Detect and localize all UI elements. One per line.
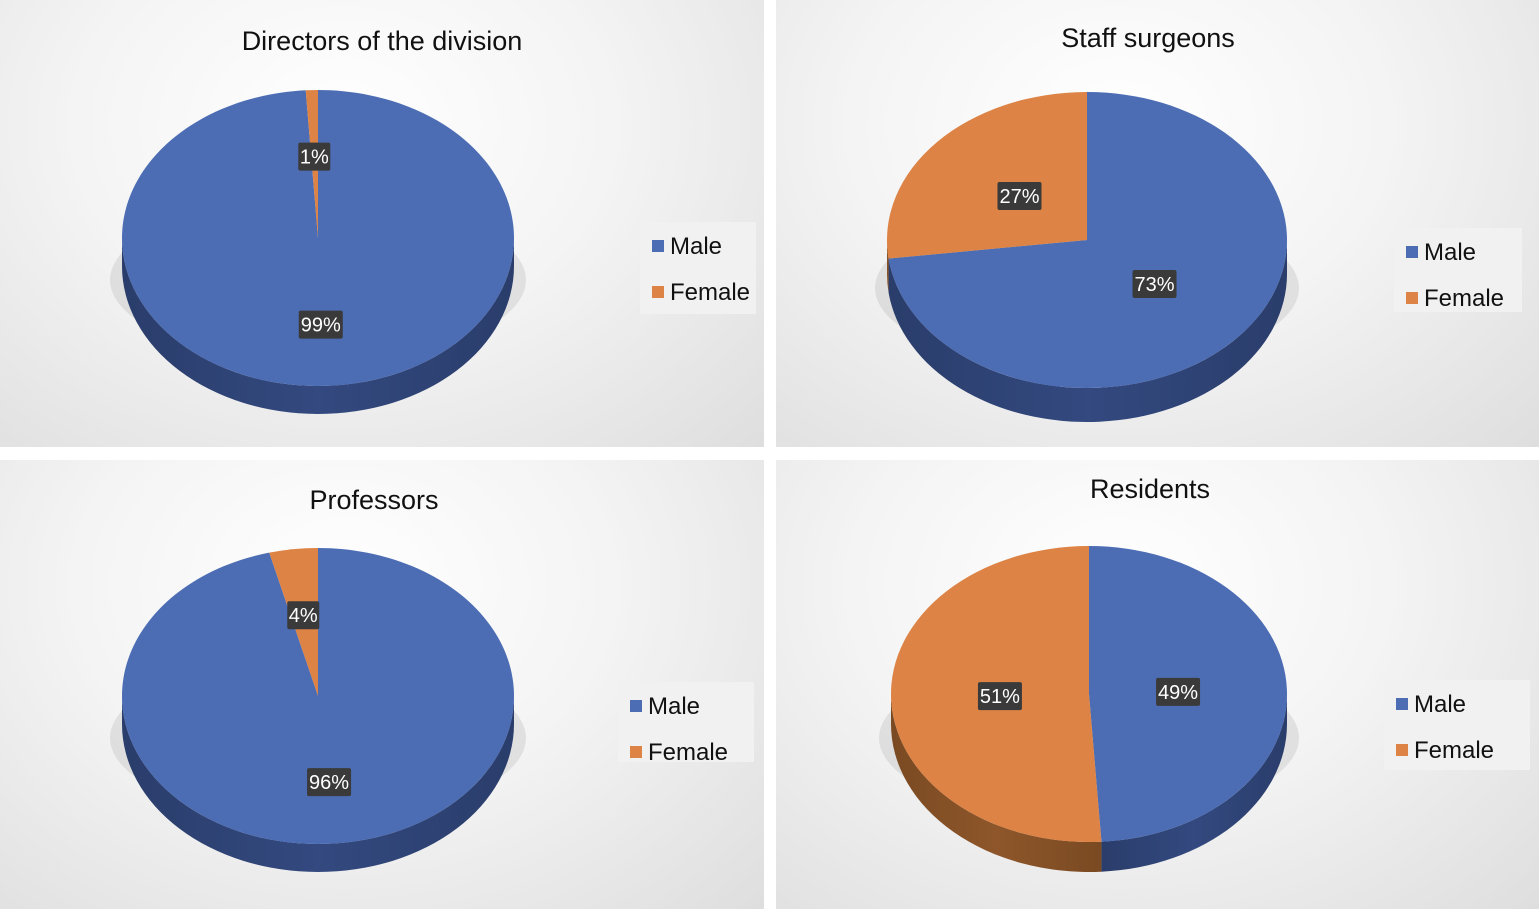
pie-side-male [888,240,1287,422]
pie-chart-directors-svg: 99% 1% Directors of the division Male Female [110,26,756,414]
data-label-male: 49% [1156,677,1201,706]
pie-side-male [1101,694,1287,872]
legend-label: Female [1414,737,1494,764]
legend-swatch [630,700,642,712]
legend-swatch [1406,246,1418,258]
pie-chart-professors: 96% 4% Professors Male Female [0,460,764,909]
data-label-text: 49% [1158,682,1198,704]
data-label-male: 99% [298,310,343,339]
pie-chart-residents: 49% 51% Residents Male Female [776,460,1539,909]
data-label-text: 4% [289,605,318,627]
legend: Male Female [1384,680,1530,770]
legend: Male Female [1394,228,1522,312]
data-label-female: 51% [977,682,1022,711]
legend-label: Male [1414,691,1466,718]
chart-title: Directors of the division [242,26,523,56]
chart-title: Residents [1090,474,1210,504]
legend-item-female: Female [1406,285,1504,312]
legend: Male Female [618,682,754,766]
data-label-female: 27% [997,181,1042,210]
data-label-female: 1% [298,142,331,171]
legend-item-male: Male [1396,691,1466,718]
legend-swatch [1406,292,1418,304]
legend-item-male: Male [630,693,700,720]
pie-chart-professors-svg: 96% 4% Professors Male Female [110,485,754,872]
legend-swatch [652,240,664,252]
legend-label: Male [670,233,722,260]
legend-item-female: Female [1396,737,1494,764]
data-label-text: 96% [309,772,349,794]
chart-title: Staff surgeons [1061,23,1235,53]
data-label-text: 99% [301,315,341,337]
legend-swatch [1396,698,1408,710]
pie-slice-male [121,90,514,387]
legend-label: Female [648,739,728,766]
data-label-male: 96% [307,768,352,797]
data-label-text: 1% [300,147,329,169]
data-label-male: 73% [1132,270,1177,299]
legend-swatch [630,746,642,758]
pie-slice-female [887,92,1087,259]
data-label-female: 4% [287,601,320,630]
legend-swatch [652,286,664,298]
pie-side-female [887,240,889,293]
data-label-text: 51% [980,686,1020,708]
data-label-text: 73% [1134,274,1174,296]
pie-side-male [122,696,514,872]
legend-item-male: Male [652,233,722,260]
legend-label: Female [670,279,750,306]
pie-side-female [891,694,1102,872]
legend-label: Female [1424,285,1504,312]
pie-slice-male [888,92,1287,388]
pie-chart-staff-surgeons-svg: 73% 27% Staff surgeons Male Female [875,23,1522,422]
legend-item-male: Male [1406,239,1476,266]
pie-chart-residents-svg: 49% 51% Residents Male Female [879,474,1530,872]
pie-side-male [122,238,514,414]
data-label-text: 27% [999,186,1039,208]
legend-swatch [1396,744,1408,756]
pie-chart-directors: 99% 1% Directors of the division Male Female [0,0,764,447]
chart-title: Professors [309,485,438,515]
legend: Male Female [640,222,756,314]
pie-chart-staff-surgeons: 73% 27% Staff surgeons Male Female [776,0,1539,447]
legend-label: Male [648,693,700,720]
legend-item-female: Female [652,279,750,306]
legend-label: Male [1424,239,1476,266]
legend-item-female: Female [630,739,728,766]
